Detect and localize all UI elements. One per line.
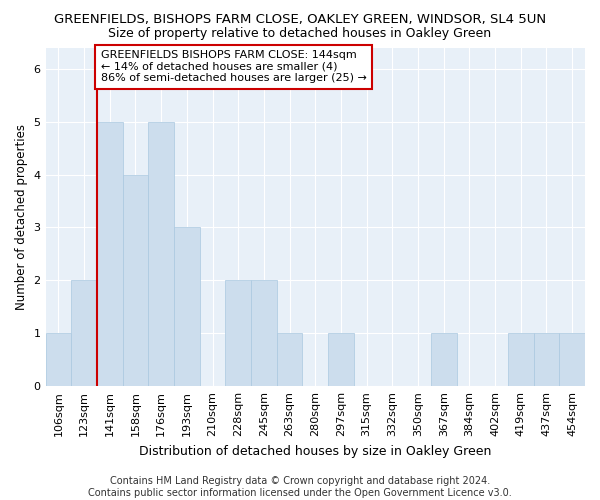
Bar: [277, 334, 302, 386]
Bar: [71, 280, 97, 386]
Bar: [431, 334, 457, 386]
Bar: [533, 334, 559, 386]
Bar: [559, 334, 585, 386]
Bar: [226, 280, 251, 386]
Text: Contains HM Land Registry data © Crown copyright and database right 2024.
Contai: Contains HM Land Registry data © Crown c…: [88, 476, 512, 498]
Y-axis label: Number of detached properties: Number of detached properties: [15, 124, 28, 310]
Text: GREENFIELDS BISHOPS FARM CLOSE: 144sqm
← 14% of detached houses are smaller (4)
: GREENFIELDS BISHOPS FARM CLOSE: 144sqm ←…: [101, 50, 367, 84]
Text: Size of property relative to detached houses in Oakley Green: Size of property relative to detached ho…: [109, 28, 491, 40]
Bar: [174, 228, 200, 386]
Text: GREENFIELDS, BISHOPS FARM CLOSE, OAKLEY GREEN, WINDSOR, SL4 5UN: GREENFIELDS, BISHOPS FARM CLOSE, OAKLEY …: [54, 12, 546, 26]
Bar: [97, 122, 122, 386]
Bar: [148, 122, 174, 386]
Bar: [508, 334, 533, 386]
Bar: [46, 334, 71, 386]
Bar: [122, 174, 148, 386]
X-axis label: Distribution of detached houses by size in Oakley Green: Distribution of detached houses by size …: [139, 444, 491, 458]
Bar: [251, 280, 277, 386]
Bar: [328, 334, 354, 386]
